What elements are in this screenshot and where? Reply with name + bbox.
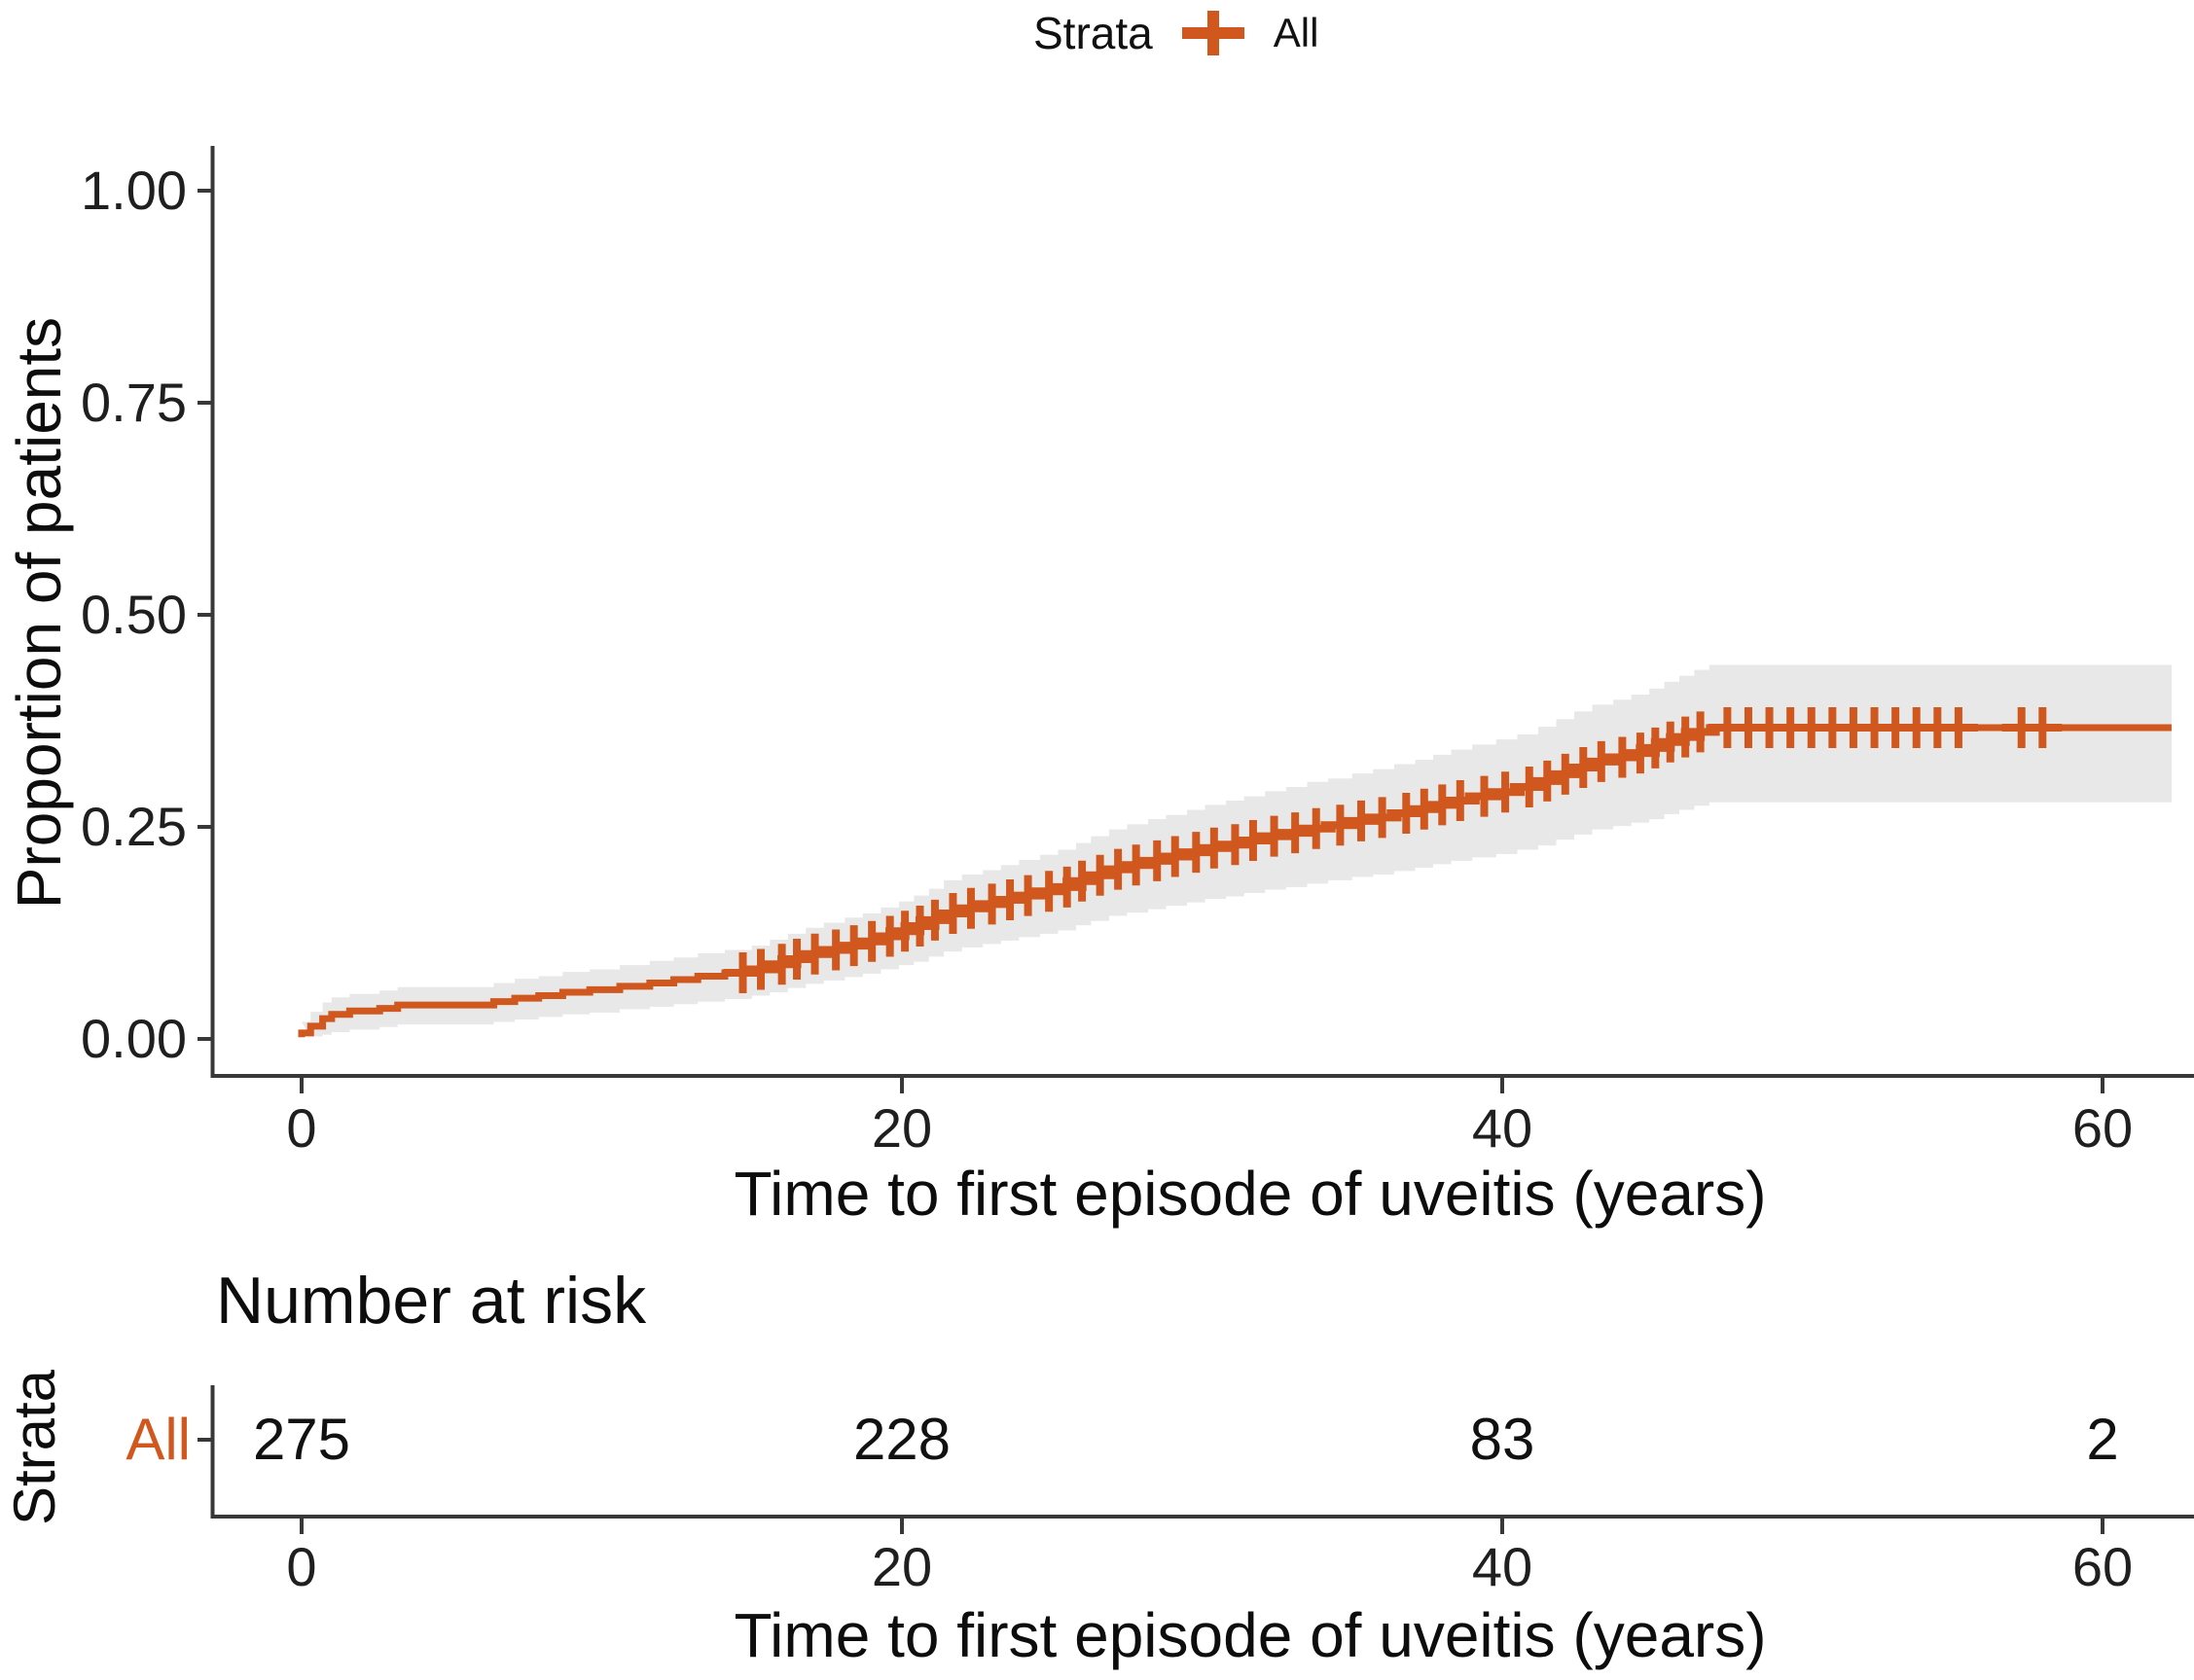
legend-item-label: All: [1273, 10, 1319, 55]
risk-x-tick-label: 40: [1471, 1536, 1533, 1597]
risk-value: 228: [852, 1407, 952, 1472]
x-tick-label: 20: [871, 1097, 933, 1159]
risk-value: 83: [1469, 1407, 1535, 1472]
y-axis-title: Proportion of patients: [4, 316, 74, 910]
risk-row-label: All: [126, 1407, 191, 1472]
risk-x-axis-title: Time to first episode of uveitis (years): [734, 1600, 1767, 1670]
y-tick-label: 1.00: [81, 160, 187, 221]
legend-key-plus-icon: [1181, 11, 1244, 55]
legend-title: Strata: [1033, 8, 1153, 58]
y-tick-label: 0.75: [81, 372, 187, 433]
censor-marks: [723, 706, 2063, 993]
legend: Strata All: [1033, 6, 1318, 60]
risk-table-title: Number at risk: [216, 1264, 647, 1338]
risk-value: 2: [2086, 1407, 2119, 1472]
x-tick-label: 60: [2071, 1097, 2134, 1159]
x-axis-title: Time to first episode of uveitis (years): [734, 1159, 1767, 1229]
x-tick-label: 40: [1471, 1097, 1533, 1159]
risk-x-tick-label: 60: [2071, 1536, 2134, 1597]
x-tick-label: 0: [286, 1097, 317, 1159]
risk-x-tick-label: 0: [286, 1536, 317, 1597]
y-tick-label: 0.50: [81, 584, 187, 645]
risk-value: 275: [252, 1407, 351, 1472]
y-tick-label: 0.00: [81, 1008, 187, 1069]
y-tick-label: 0.25: [81, 796, 187, 857]
risk-x-tick-label: 20: [871, 1536, 933, 1597]
